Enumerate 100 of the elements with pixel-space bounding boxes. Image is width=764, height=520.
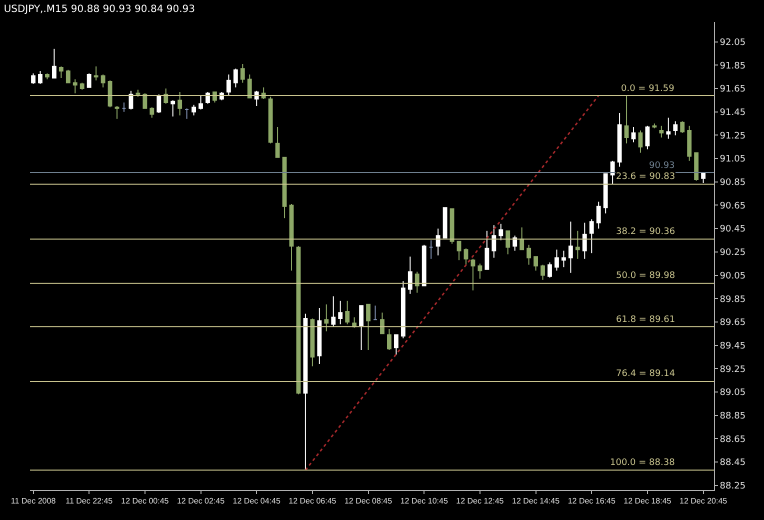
candlestick [310, 318, 315, 367]
candlestick [380, 312, 384, 334]
candlestick [198, 95, 203, 110]
candlestick [624, 95, 629, 144]
candlestick [80, 82, 84, 90]
candlestick [575, 230, 580, 260]
candlestick [436, 228, 440, 256]
candlestick [45, 72, 50, 80]
candlestick [58, 66, 64, 79]
candlestick [303, 313, 308, 471]
candlestick [492, 224, 496, 258]
candlestick [596, 201, 601, 230]
candlestick [156, 94, 162, 114]
candlestick [526, 244, 532, 266]
candlestick [701, 172, 706, 184]
candlestick [394, 334, 398, 356]
y-tick-label: 89.65 [720, 318, 746, 328]
candlestick [470, 258, 476, 291]
ref-line-label: 100.0 = 88.38 [610, 458, 676, 468]
candlestick [520, 226, 524, 250]
candlestick [534, 256, 538, 272]
y-tick-label: 88.25 [720, 481, 746, 492]
candlestick [442, 207, 448, 238]
chart-title: USDJPY,.M15 90.88 90.93 90.84 90.93 [4, 4, 195, 16]
y-tick-label: 89.05 [720, 388, 746, 398]
y-tick-label: 91.65 [720, 84, 746, 95]
y-tick-label: 89.25 [720, 364, 746, 375]
candlestick [659, 125, 664, 138]
y-tick-label: 90.85 [720, 178, 746, 188]
candlestick [512, 235, 518, 252]
y-tick-label: 92.05 [720, 38, 746, 48]
candlestick [589, 218, 594, 254]
candlestick [136, 89, 140, 98]
candlestick [548, 262, 552, 278]
candlestick [247, 74, 252, 98]
candlestick [352, 316, 357, 328]
candlestick [400, 280, 406, 339]
y-tick-label: 90.25 [720, 248, 746, 258]
candlestick [100, 74, 106, 88]
y-tick-label: 89.45 [720, 341, 746, 352]
candlestick [345, 300, 350, 325]
x-tick-label: 11 Dec 22:45 [66, 496, 114, 506]
y-tick-label: 88.65 [720, 434, 746, 445]
candlestick [114, 106, 120, 120]
candlestick [192, 104, 196, 116]
y-tick-label: 88.85 [720, 411, 746, 422]
x-tick-label: 12 Dec 16:45 [568, 496, 616, 506]
y-tick-label: 91.05 [720, 154, 746, 165]
candlestick [268, 96, 273, 144]
x-tick-label: 12 Dec 12:45 [456, 496, 504, 506]
y-tick-label: 89.85 [720, 294, 746, 305]
y-tick-label: 88.45 [720, 458, 746, 468]
candlestick [164, 88, 168, 104]
y-tick-label: 90.65 [720, 201, 746, 212]
candlestick [631, 126, 636, 143]
ref-line-label: 50.0 = 89.98 [616, 271, 676, 281]
ref-line-label: 0.0 = 91.59 [621, 84, 675, 94]
candlestick [610, 160, 615, 185]
candlestick [687, 125, 692, 162]
candlestick [233, 68, 238, 88]
candlestick [464, 248, 468, 266]
ref-line-label: 61.8 = 89.61 [616, 315, 676, 325]
candlestick [226, 74, 231, 96]
candlestick [414, 271, 420, 294]
candlestick [638, 130, 643, 154]
y-tick-label: 91.25 [720, 131, 746, 142]
candlestick [289, 204, 294, 272]
candlestick [408, 256, 412, 294]
x-tick-label: 12 Dec 08:45 [344, 496, 393, 506]
x-tick-label: 12 Dec 06:45 [288, 496, 337, 506]
candlestick [498, 223, 504, 241]
candlestick [66, 69, 70, 84]
ref-line-label: 23.6 = 90.83 [616, 172, 676, 182]
candlestick [540, 264, 545, 280]
candlestick [562, 250, 566, 268]
candlestick [506, 230, 510, 255]
candlestick [184, 108, 190, 120]
candlestick [338, 300, 343, 325]
candlestick [38, 70, 42, 84]
candlestick [122, 102, 126, 112]
candlestick [603, 173, 608, 214]
candlestick [170, 100, 176, 118]
candlestick [52, 48, 56, 79]
y-tick-label: 91.45 [720, 108, 746, 118]
x-tick-label: 12 Dec 18:45 [624, 496, 672, 506]
candlestick [554, 249, 559, 272]
candlestick [478, 263, 482, 280]
x-tick-label: 11 Dec 2008 [10, 496, 56, 506]
candlestick [72, 78, 78, 94]
candlestick [652, 123, 657, 129]
y-tick-label: 91.85 [720, 61, 746, 72]
candlestick [275, 126, 280, 158]
candlestick [582, 222, 587, 260]
candlestick [617, 112, 622, 168]
candlestick [150, 106, 154, 118]
candlestick [373, 305, 378, 320]
candlestick [422, 244, 426, 286]
candlestick [178, 92, 182, 116]
ref-line-label: 38.2 = 90.36 [616, 227, 676, 237]
candlestick [428, 240, 434, 260]
